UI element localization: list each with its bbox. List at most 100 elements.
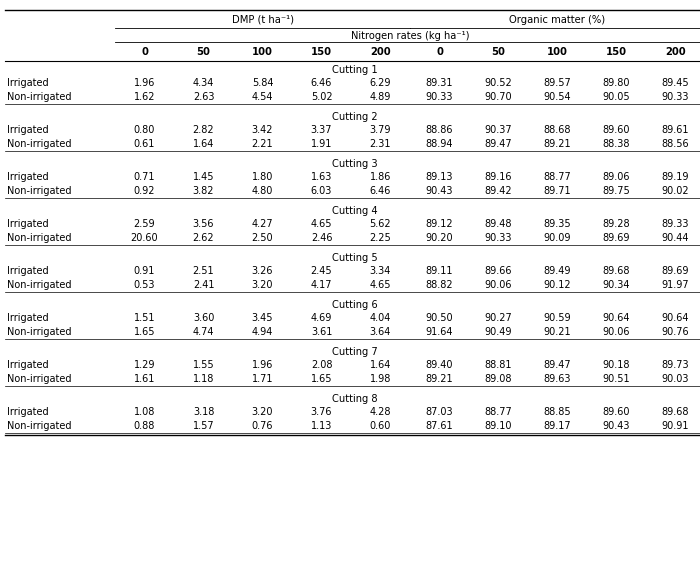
Text: 100: 100 <box>547 47 568 56</box>
Text: 0.76: 0.76 <box>252 421 273 431</box>
Text: Irrigated: Irrigated <box>7 360 48 370</box>
Text: 4.80: 4.80 <box>252 186 273 197</box>
Text: Irrigated: Irrigated <box>7 266 48 276</box>
Text: 91.97: 91.97 <box>662 281 690 290</box>
Text: 1.91: 1.91 <box>311 140 332 150</box>
Text: 3.60: 3.60 <box>193 313 214 323</box>
Text: 89.06: 89.06 <box>603 172 630 182</box>
Text: 2.62: 2.62 <box>193 233 214 243</box>
Text: 3.56: 3.56 <box>193 219 214 229</box>
Text: 89.60: 89.60 <box>603 125 630 135</box>
Text: 2.45: 2.45 <box>311 266 332 276</box>
Text: 4.94: 4.94 <box>252 328 273 338</box>
Text: 1.18: 1.18 <box>193 374 214 385</box>
Text: 0.91: 0.91 <box>134 266 155 276</box>
Text: 88.77: 88.77 <box>544 172 571 182</box>
Text: 89.10: 89.10 <box>484 421 512 431</box>
Text: 2.50: 2.50 <box>252 233 273 243</box>
Text: 1.08: 1.08 <box>134 407 155 417</box>
Text: 89.19: 89.19 <box>662 172 690 182</box>
Text: 91.64: 91.64 <box>426 328 454 338</box>
Text: 89.57: 89.57 <box>544 78 571 88</box>
Text: 3.42: 3.42 <box>252 125 273 135</box>
Text: 90.34: 90.34 <box>603 281 630 290</box>
Text: 4.17: 4.17 <box>311 281 332 290</box>
Text: 88.82: 88.82 <box>426 281 454 290</box>
Text: 90.44: 90.44 <box>662 233 690 243</box>
Text: 6.46: 6.46 <box>311 78 332 88</box>
Text: 89.48: 89.48 <box>484 219 512 229</box>
Text: 1.45: 1.45 <box>193 172 214 182</box>
Text: 88.94: 88.94 <box>426 140 454 150</box>
Text: 89.31: 89.31 <box>426 78 454 88</box>
Text: 89.35: 89.35 <box>544 219 571 229</box>
Text: 88.38: 88.38 <box>603 140 630 150</box>
Text: 0.61: 0.61 <box>134 140 155 150</box>
Text: 3.45: 3.45 <box>252 313 273 323</box>
Text: 90.43: 90.43 <box>426 186 454 197</box>
Text: 90.52: 90.52 <box>484 78 512 88</box>
Text: 90.64: 90.64 <box>662 313 690 323</box>
Text: 89.28: 89.28 <box>603 219 630 229</box>
Text: 90.59: 90.59 <box>544 313 571 323</box>
Text: 2.82: 2.82 <box>193 125 214 135</box>
Text: 89.68: 89.68 <box>603 266 630 276</box>
Text: 88.77: 88.77 <box>484 407 512 417</box>
Text: 4.74: 4.74 <box>193 328 214 338</box>
Text: 2.31: 2.31 <box>370 140 391 150</box>
Text: 89.66: 89.66 <box>484 266 512 276</box>
Text: 89.47: 89.47 <box>484 140 512 150</box>
Text: 3.18: 3.18 <box>193 407 214 417</box>
Text: 20.60: 20.60 <box>131 233 158 243</box>
Text: 89.69: 89.69 <box>603 233 630 243</box>
Text: 1.62: 1.62 <box>134 93 155 102</box>
Text: 3.61: 3.61 <box>311 328 332 338</box>
Text: 2.41: 2.41 <box>193 281 214 290</box>
Text: Irrigated: Irrigated <box>7 219 48 229</box>
Text: 90.03: 90.03 <box>662 374 690 385</box>
Text: 89.61: 89.61 <box>662 125 690 135</box>
Text: 90.43: 90.43 <box>603 421 630 431</box>
Text: Cutting 6: Cutting 6 <box>332 300 378 311</box>
Text: 0.88: 0.88 <box>134 421 155 431</box>
Text: Non-irrigated: Non-irrigated <box>7 140 71 150</box>
Text: 89.49: 89.49 <box>544 266 571 276</box>
Text: 90.51: 90.51 <box>603 374 630 385</box>
Text: Cutting 5: Cutting 5 <box>332 254 378 263</box>
Text: 200: 200 <box>370 47 391 56</box>
Text: 89.75: 89.75 <box>603 186 631 197</box>
Text: 0.60: 0.60 <box>370 421 391 431</box>
Text: 3.76: 3.76 <box>311 407 332 417</box>
Text: 4.34: 4.34 <box>193 78 214 88</box>
Text: 5.62: 5.62 <box>370 219 391 229</box>
Text: 1.64: 1.64 <box>370 360 391 370</box>
Text: Irrigated: Irrigated <box>7 407 48 417</box>
Text: Nitrogen rates (kg ha⁻¹): Nitrogen rates (kg ha⁻¹) <box>351 32 469 41</box>
Text: 89.08: 89.08 <box>484 374 512 385</box>
Text: 90.18: 90.18 <box>603 360 630 370</box>
Text: 1.65: 1.65 <box>311 374 332 385</box>
Text: 90.49: 90.49 <box>484 328 512 338</box>
Text: 90.64: 90.64 <box>603 313 630 323</box>
Text: 89.21: 89.21 <box>544 140 571 150</box>
Text: 4.89: 4.89 <box>370 93 391 102</box>
Text: 4.54: 4.54 <box>252 93 273 102</box>
Text: 88.85: 88.85 <box>544 407 571 417</box>
Text: Non-irrigated: Non-irrigated <box>7 281 71 290</box>
Text: 1.71: 1.71 <box>252 374 273 385</box>
Text: Cutting 7: Cutting 7 <box>332 347 378 357</box>
Text: 3.34: 3.34 <box>370 266 391 276</box>
Text: 89.69: 89.69 <box>662 266 690 276</box>
Text: 4.69: 4.69 <box>311 313 332 323</box>
Text: 90.12: 90.12 <box>544 281 571 290</box>
Text: 89.71: 89.71 <box>544 186 571 197</box>
Text: Cutting 4: Cutting 4 <box>332 206 378 216</box>
Text: 0: 0 <box>436 47 443 56</box>
Text: Irrigated: Irrigated <box>7 125 48 135</box>
Text: Irrigated: Irrigated <box>7 313 48 323</box>
Text: 90.33: 90.33 <box>426 93 454 102</box>
Text: 2.59: 2.59 <box>134 219 155 229</box>
Text: 89.13: 89.13 <box>426 172 454 182</box>
Text: 90.37: 90.37 <box>484 125 512 135</box>
Text: 89.11: 89.11 <box>426 266 454 276</box>
